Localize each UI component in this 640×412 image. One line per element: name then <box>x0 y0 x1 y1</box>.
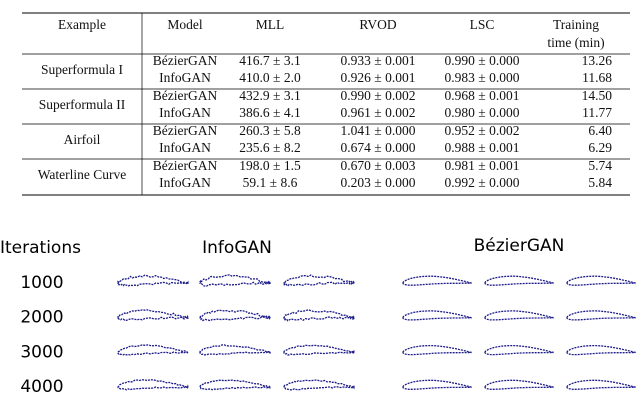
cell: 0.990 ± 0.000 <box>445 53 520 68</box>
example-cell: Superformula II <box>39 97 126 112</box>
airfoil-shape <box>402 310 472 321</box>
airfoil-shape <box>199 274 271 287</box>
cell: 410.0 ± 2.0 <box>239 70 301 85</box>
cell: 0.983 ± 0.000 <box>445 70 520 85</box>
cell: InfoGAN <box>159 70 211 85</box>
cell: 5.84 <box>588 175 612 190</box>
cell: 6.29 <box>588 140 612 155</box>
example-cell: Superformula I <box>41 62 124 77</box>
cell: 0.992 ± 0.000 <box>445 175 520 190</box>
cell: 0.674 ± 0.000 <box>341 140 416 155</box>
airfoil-shape <box>402 379 472 390</box>
cell: 0.980 ± 0.000 <box>445 105 520 120</box>
iteration-label: 1000 <box>20 273 63 293</box>
header-cell: LSC <box>470 17 495 32</box>
airfoil-shape <box>283 344 355 356</box>
cell: 0.988 ± 0.001 <box>445 140 520 155</box>
cell: 0.961 ± 0.002 <box>341 105 416 120</box>
column-title: BézierGAN <box>474 236 565 256</box>
cell: 0.981 ± 0.001 <box>445 158 520 173</box>
column-title: InfoGAN <box>202 238 272 258</box>
header-cell: Example <box>58 17 106 32</box>
airfoil-shape <box>566 310 636 321</box>
cell: 0.990 ± 0.002 <box>341 88 416 103</box>
cell: 235.6 ± 8.2 <box>239 140 300 155</box>
header-cell: MLL <box>256 17 285 32</box>
cell: 14.50 <box>582 88 613 103</box>
airfoil-shape <box>484 379 554 390</box>
airfoil-shape <box>402 275 472 286</box>
airfoil-shape <box>402 344 472 356</box>
airfoil-shape <box>566 275 636 286</box>
airfoil-shape <box>117 344 189 356</box>
cell: 0.203 ± 0.000 <box>341 175 416 190</box>
results-table: Example Model MLL RVOD LSC Training time (min)… <box>22 12 630 196</box>
cell: 0.926 ± 0.001 <box>341 70 416 85</box>
cell: InfoGAN <box>159 175 211 190</box>
airfoil-shape <box>283 309 355 322</box>
cell: 416.7 ± 3.1 <box>239 53 300 68</box>
cell: 198.0 ± 1.5 <box>239 158 301 173</box>
cell: BézierGAN <box>153 158 218 173</box>
cell: 11.68 <box>582 70 612 85</box>
example-cell: Airfoil <box>64 132 101 147</box>
cell: 13.26 <box>582 53 613 68</box>
airfoil-shape <box>484 344 554 356</box>
airfoil-shape <box>484 275 554 286</box>
header-cell: Model <box>167 17 202 32</box>
airfoil-shape <box>566 344 636 356</box>
cell: 5.74 <box>588 158 612 173</box>
iteration-label: 4000 <box>20 377 63 397</box>
cell: 6.40 <box>588 123 612 138</box>
cell: InfoGAN <box>159 105 211 120</box>
header-cell: time (min) <box>547 35 604 50</box>
iteration-label: 3000 <box>20 342 63 362</box>
header-cell: RVOD <box>359 17 396 32</box>
cell: 1.041 ± 0.000 <box>341 123 416 138</box>
airfoil-shape <box>117 309 189 321</box>
cell: BézierGAN <box>153 123 218 138</box>
cell: 386.6 ± 4.1 <box>239 105 300 120</box>
cell: BézierGAN <box>153 88 218 103</box>
airfoil-shape <box>117 379 189 391</box>
cell: 0.670 ± 0.003 <box>341 158 416 173</box>
example-cell: Waterline Curve <box>38 167 127 182</box>
header-cell: Training <box>553 17 599 32</box>
airfoil-shape <box>199 344 271 356</box>
iteration-label: 2000 <box>20 308 63 328</box>
airfoil-shape <box>566 379 636 390</box>
cell: 0.933 ± 0.001 <box>341 53 416 68</box>
cell: 59.1 ± 8.6 <box>243 175 298 190</box>
cell: 260.3 ± 5.8 <box>239 123 301 138</box>
row-header: Iterations <box>0 238 81 258</box>
cell: InfoGAN <box>159 140 211 155</box>
airfoil-shape <box>117 274 189 287</box>
cell: 432.9 ± 3.1 <box>239 88 300 103</box>
airfoil-shape <box>199 309 271 322</box>
airfoil-shape <box>199 379 271 391</box>
cell: 11.77 <box>582 105 612 120</box>
cell: BézierGAN <box>153 53 218 68</box>
airfoil-shape <box>484 310 554 321</box>
cell: 0.952 ± 0.002 <box>445 123 520 138</box>
airfoil-figure: Iterations InfoGAN BézierGAN 1000 2000 3000 40… <box>0 236 636 397</box>
airfoil-shape <box>283 379 355 391</box>
cell: 0.968 ± 0.001 <box>445 88 520 103</box>
airfoil-shape <box>283 274 355 287</box>
